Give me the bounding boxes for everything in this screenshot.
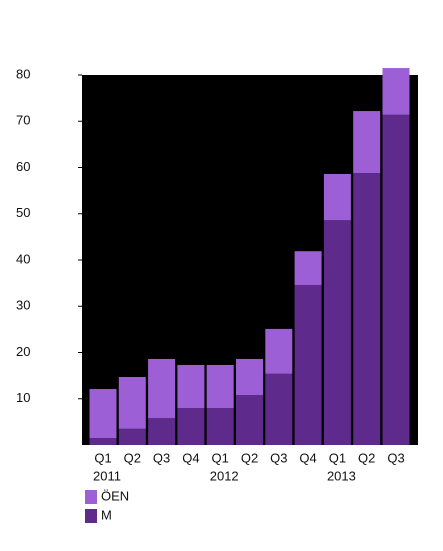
bar-segment: [265, 328, 293, 374]
y-tick-label: 70: [16, 113, 30, 128]
bar-segment: [177, 408, 205, 445]
x-tick-label: Q3: [270, 450, 287, 465]
bar-segment: [294, 284, 322, 445]
x-tick-label: Q3: [153, 450, 170, 465]
bar-segment: [294, 251, 322, 285]
bar-segment: [206, 364, 234, 408]
y-tick-label: 40: [16, 251, 30, 266]
x-tick-label: Q1: [94, 450, 111, 465]
x-tick-label: Q1: [212, 450, 229, 465]
bar-segment: [148, 358, 176, 419]
bar-segment: [353, 173, 381, 446]
y-tick-label: 30: [16, 298, 30, 313]
bar-segment: [382, 68, 410, 115]
bar-segment: [206, 408, 234, 445]
bar-segment: [118, 377, 146, 429]
y-tick-label: 20: [16, 344, 30, 359]
bar-segment: [236, 395, 263, 445]
x-tick-label: Q2: [358, 450, 375, 465]
bar-segment: [118, 428, 146, 445]
x-tick-label: Q1: [329, 450, 346, 465]
bar-segment: [323, 173, 351, 221]
bar-segment: [265, 373, 293, 445]
bar-segment: [177, 364, 205, 408]
x-tick-label: Q2: [124, 450, 141, 465]
bar-segment: [148, 418, 176, 445]
legend-label: ÖEN: [101, 488, 129, 503]
x-year-label: 2013: [327, 468, 356, 483]
legend-swatch: [85, 509, 97, 523]
bar-segment: [236, 358, 263, 396]
x-tick-label: Q3: [387, 450, 404, 465]
y-tick-label: 50: [16, 205, 30, 220]
y-tick-label: 10: [16, 390, 30, 405]
bar-segment: [323, 220, 351, 445]
x-year-label: 2012: [210, 468, 239, 483]
x-tick-label: Q2: [241, 450, 258, 465]
bar-segment: [382, 114, 410, 446]
bar-segment: [89, 438, 117, 445]
legend-swatch: [85, 490, 97, 504]
y-tick-label: 60: [16, 159, 30, 174]
bar-segment: [89, 389, 117, 439]
legend-label: M: [101, 507, 112, 522]
x-tick-label: Q4: [182, 450, 199, 465]
x-tick-label: Q4: [299, 450, 316, 465]
y-tick-label: 80: [16, 66, 30, 81]
bar-segment: [353, 111, 381, 174]
x-year-label: 2011: [93, 468, 121, 483]
